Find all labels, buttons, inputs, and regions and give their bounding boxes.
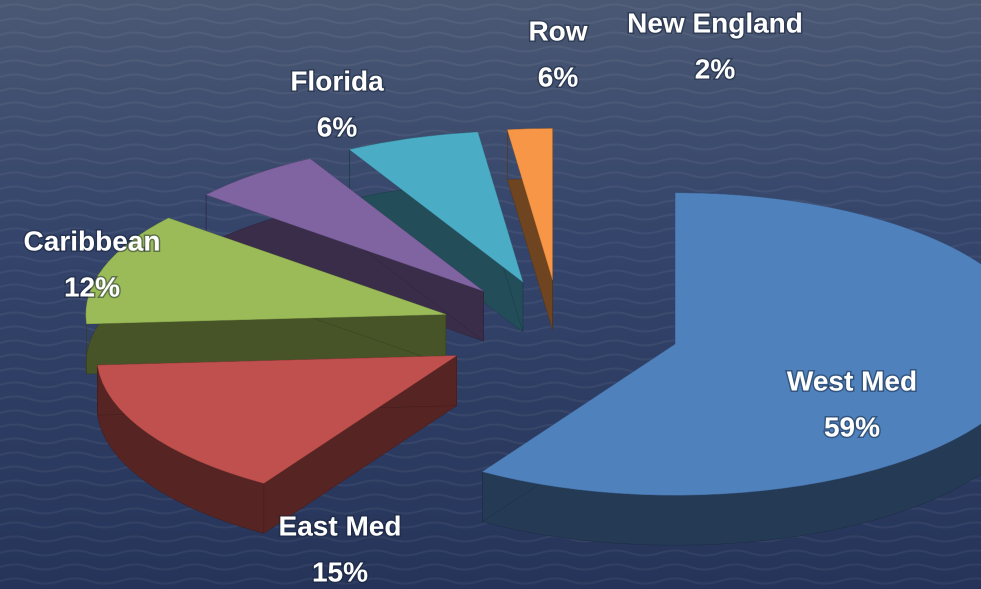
slice-top	[97, 355, 458, 484]
slice-label: West Med	[787, 365, 917, 396]
pie-slice	[205, 158, 484, 342]
pie-slice	[481, 192, 981, 546]
slice-label: New England	[627, 7, 803, 38]
slice-top	[481, 192, 981, 496]
slice-value-label: 6%	[317, 111, 358, 142]
slice-top	[348, 131, 524, 283]
slice-top	[507, 128, 553, 280]
slice-value-label: 2%	[695, 53, 736, 84]
pie-slice	[97, 355, 458, 534]
slice-top	[85, 217, 446, 325]
pie-slice	[85, 217, 447, 375]
pie-slice	[507, 128, 553, 330]
slice-value-label: 12%	[64, 271, 120, 302]
slice-label: Florida	[290, 65, 384, 96]
slice-label: East Med	[279, 510, 402, 541]
slice-label: Row	[528, 15, 587, 46]
slice-label: Caribbean	[24, 225, 161, 256]
slice-value-label: 6%	[538, 61, 579, 92]
slice-top	[205, 158, 484, 292]
slice-value-label: 15%	[312, 556, 368, 587]
slice-value-label: 59%	[824, 411, 880, 442]
